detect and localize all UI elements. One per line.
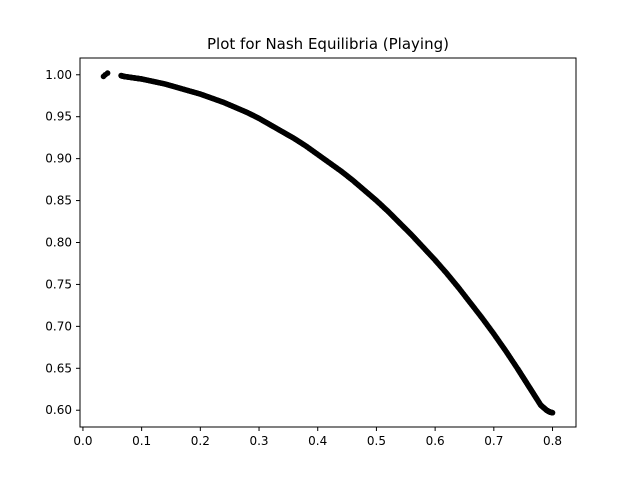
data-point [104, 70, 111, 76]
data-points [100, 70, 556, 416]
x-tick-label: 0.3 [249, 434, 268, 448]
y-tick-label: 0.70 [45, 319, 72, 333]
y-axis: 0.60 0.65 0.70 0.75 0.80 0.85 0.90 0.95 1.00 [45, 68, 80, 417]
x-tick-label: 0.2 [191, 434, 210, 448]
plot-frame [79, 57, 577, 428]
y-tick-label: 0.85 [45, 194, 72, 208]
y-tick-label: 1.00 [45, 68, 72, 82]
y-tick-label: 0.75 [45, 277, 72, 291]
y-tick-label: 0.95 [45, 110, 72, 124]
y-tick-label: 0.65 [45, 361, 72, 375]
x-axis: 0.0 0.1 0.2 0.3 0.4 0.5 0.6 0.7 0.8 [73, 427, 562, 448]
data-point [549, 409, 556, 416]
chart-title: Plot for Nash Equilibria (Playing) [207, 35, 449, 53]
x-tick-label: 0.5 [367, 434, 386, 448]
x-tick-label: 0.4 [308, 434, 327, 448]
x-tick-label: 0.0 [73, 434, 92, 448]
x-tick-label: 0.7 [484, 434, 503, 448]
y-tick-label: 0.60 [45, 403, 72, 417]
y-tick-label: 0.90 [45, 152, 72, 166]
x-tick-label: 0.1 [132, 434, 151, 448]
x-tick-label: 0.8 [543, 434, 562, 448]
y-tick-label: 0.80 [45, 236, 72, 250]
x-tick-label: 0.6 [426, 434, 445, 448]
